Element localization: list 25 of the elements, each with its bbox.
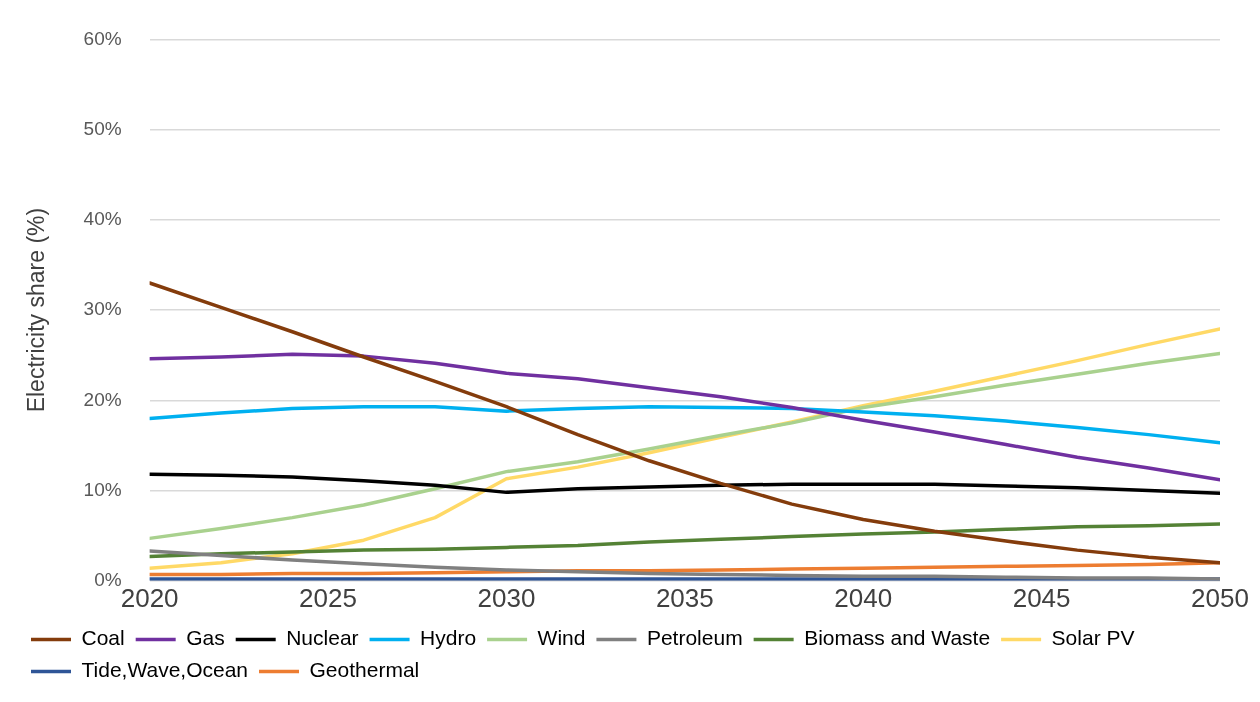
y-axis-title: Electricity share (%) (23, 207, 50, 413)
y-tick-label: 30% (83, 298, 122, 320)
legend-label: Solar PV (1051, 626, 1135, 650)
x-tick-label: 2020 (120, 582, 179, 613)
x-tick-label: 2040 (834, 582, 893, 613)
legend-label: Biomass and Waste (804, 626, 991, 650)
y-tick-label: 40% (83, 208, 122, 230)
legend-label: Tide,Wave,Ocean (81, 658, 249, 682)
y-tick-label: 50% (83, 117, 122, 139)
x-tick-label: 2030 (477, 582, 536, 613)
legend-label: Nuclear (286, 626, 359, 650)
legend-label: Wind (537, 626, 586, 650)
legend-label: Hydro (420, 626, 477, 650)
legend-label: Coal (81, 626, 125, 650)
x-tick-label: 2025 (299, 582, 357, 613)
legend-label: Petroleum (646, 626, 743, 650)
y-tick-label: 10% (83, 478, 122, 500)
x-tick-label: 2045 (1012, 582, 1071, 613)
legend-label: Gas (186, 626, 225, 650)
y-tick-label: 0% (94, 569, 122, 591)
y-tick-label: 20% (83, 388, 122, 410)
x-tick-label: 2050 (1191, 582, 1249, 613)
legend-label: Geothermal (309, 658, 420, 682)
x-tick-label: 2035 (655, 582, 714, 613)
y-tick-label: 60% (83, 27, 122, 49)
